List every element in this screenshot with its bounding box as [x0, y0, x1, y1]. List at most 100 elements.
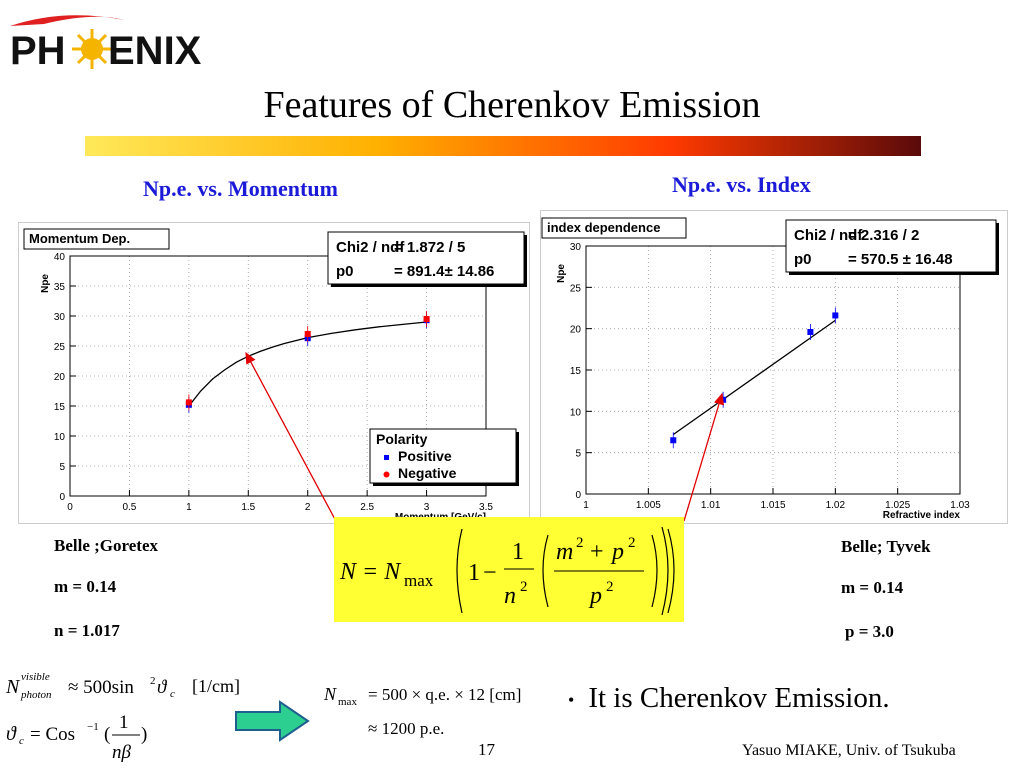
svg-text:nβ: nβ	[112, 742, 132, 763]
y-axis-label: Npe	[40, 274, 51, 293]
data-point	[185, 399, 192, 406]
cherenkov-angle-equation: ϑ c = Cos −1 ( 1 nβ )	[6, 712, 147, 763]
svg-text:1: 1	[512, 539, 524, 565]
y-tick-label: 10	[54, 432, 66, 443]
stats-frame	[327, 231, 525, 285]
svg-text:c: c	[19, 735, 24, 747]
data-point	[423, 316, 430, 322]
stats-value: = 891.4± 14.86	[394, 263, 494, 280]
chart-title-box: Momentum Dep.	[23, 228, 170, 250]
right-mass-label: m = 0.14	[841, 578, 904, 597]
fit-stats-box: Chi2 / ndf= 1.872 / 5 p0 = 891.4± 14.86	[327, 231, 527, 287]
svg-text:1: 1	[468, 560, 480, 586]
y-tick-label: 0	[575, 490, 581, 501]
svg-text:2: 2	[628, 535, 636, 551]
chart-title-box: index dependence	[541, 217, 687, 239]
legend-title: Polarity	[376, 431, 428, 447]
svg-text:n: n	[504, 583, 516, 609]
fit-stats-box: Chi2 / ndf= 2.316 / 2 p0 = 570.5 ± 16.48	[785, 219, 999, 275]
left-mass-label: m = 0.14	[54, 577, 117, 596]
svg-text:2: 2	[150, 675, 156, 687]
momentum-dependence-chart: 0 5 10 15 20 25 30 35 40 0 0.5 1 1.5 2 2.5 3 3.5 Momentum…	[18, 222, 530, 524]
svg-text:(: (	[104, 724, 110, 745]
svg-text:+: +	[590, 539, 604, 565]
stats-value: = 570.5 ± 16.48	[848, 251, 953, 268]
stats-value: = 2.316 / 2	[848, 227, 919, 244]
svg-text:max: max	[404, 571, 434, 590]
svg-text:N: N	[323, 684, 337, 704]
phenix-logo: PH ENIX	[10, 15, 202, 72]
x-tick-label: 1	[186, 502, 192, 513]
x-tick-label: 1.02	[826, 500, 846, 511]
y-tick-label: 0	[59, 492, 65, 503]
chart-title: Momentum Dep.	[29, 231, 130, 246]
x-tick-label: 2.5	[360, 502, 374, 513]
data-point	[807, 328, 814, 335]
svg-text:max: max	[338, 696, 357, 708]
svg-text:ϑ: ϑ	[6, 723, 17, 745]
index-plot-heading: Np.e. vs. Index	[672, 172, 811, 197]
legend-marker-negative	[383, 471, 390, 478]
svg-text:= 500 × q.e. × 12 [cm]: = 500 × q.e. × 12 [cm]	[368, 685, 521, 704]
data-point	[832, 312, 839, 319]
svg-text:[1/cm]: [1/cm]	[192, 676, 240, 696]
x-tick-label: 0.5	[122, 502, 136, 513]
svg-text:N = N: N = N	[339, 559, 402, 585]
bullet-text: It is Cherenkov Emission.	[588, 682, 890, 714]
stats-value: = 1.872 / 5	[394, 239, 465, 256]
plot-area	[585, 245, 961, 495]
bullet-point: • It is Cherenkov Emission.	[568, 678, 890, 720]
logo-text-left: PH	[10, 29, 66, 72]
stats-label: Chi2 / ndf	[336, 239, 405, 256]
svg-text:1: 1	[119, 712, 129, 733]
svg-text:): )	[141, 724, 147, 745]
svg-text:p: p	[588, 583, 602, 609]
page-number: 17	[478, 740, 495, 759]
photon-yield-equation: N visible photon ≈ 500sin 2 ϑ c [1/cm]	[5, 671, 240, 701]
svg-text:m: m	[556, 539, 573, 565]
legend-frame	[369, 428, 517, 484]
y-tick-label: 5	[59, 462, 65, 473]
svg-text:≈ 1200 p.e.: ≈ 1200 p.e.	[368, 719, 444, 738]
chart-title-frame	[23, 228, 170, 250]
x-tick-label: 2	[305, 502, 311, 513]
svg-text:visible: visible	[21, 671, 50, 683]
slide-title: Features of Cherenkov Emission	[263, 84, 761, 126]
stats-label: Chi2 / ndf	[794, 227, 863, 244]
right-momentum-label: p = 3.0	[845, 622, 894, 641]
fit-curve	[188, 321, 427, 407]
stats-label: p0	[794, 251, 812, 268]
svg-text:N: N	[5, 676, 21, 698]
x-tick-label: 1.03	[950, 500, 970, 511]
index-dependence-chart: 0 5 10 15 20 25 30 1 1.005 1.01 1.015 1.02 1.025 1.03…	[540, 210, 1008, 524]
y-tick-label: 15	[570, 366, 582, 377]
y-axis-label: Npe	[556, 264, 567, 283]
x-tick-label: 1.005	[636, 500, 661, 511]
svg-text:−: −	[483, 560, 497, 586]
svg-text:2: 2	[606, 579, 614, 595]
y-tick-label: 10	[570, 407, 582, 418]
footer-credit: Yasuo MIAKE, Univ. of Tsukuba	[742, 742, 956, 759]
svg-text:= Cos: = Cos	[30, 724, 75, 745]
y-tick-label: 20	[570, 325, 582, 336]
max-photoelectron-equation: N max = 500 × q.e. × 12 [cm] ≈ 1200 p.e.	[323, 684, 521, 738]
right-detector-label: Belle; Tyvek	[841, 537, 931, 556]
x-tick-label: 1.5	[241, 502, 255, 513]
chart-title: index dependence	[547, 220, 660, 235]
svg-text:2: 2	[576, 535, 584, 551]
x-tick-label: 3.5	[479, 502, 493, 513]
legend-marker-positive	[384, 455, 389, 460]
y-tick-label: 35	[54, 282, 66, 293]
momentum-plot-heading: Np.e. vs. Momentum	[143, 176, 338, 201]
bullet-symbol: •	[568, 690, 575, 711]
svg-text:−1: −1	[87, 721, 99, 733]
svg-text:photon: photon	[20, 689, 52, 701]
y-tick-label: 25	[54, 342, 66, 353]
title-gradient-bar	[85, 136, 921, 156]
x-tick-label: 1.015	[760, 500, 785, 511]
svg-text:2: 2	[520, 579, 528, 595]
x-tick-label: 3	[424, 502, 430, 513]
y-tick-label: 5	[575, 449, 581, 460]
x-tick-label: 1.025	[885, 500, 910, 511]
